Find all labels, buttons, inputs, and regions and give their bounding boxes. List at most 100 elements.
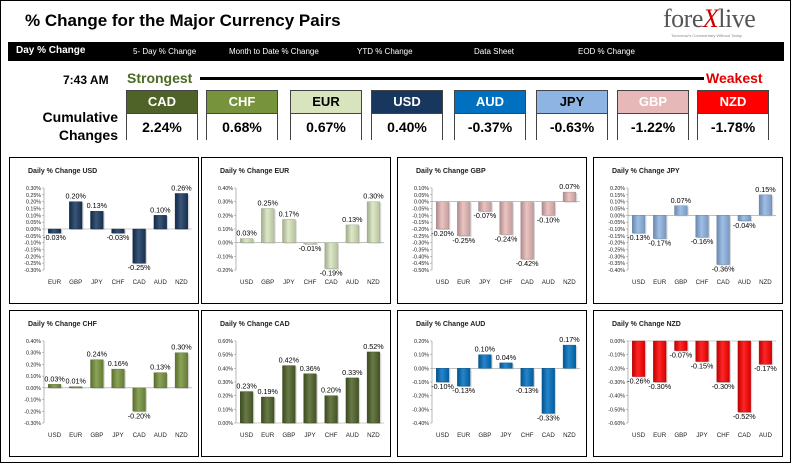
logo-word-a: fore (663, 4, 703, 33)
bar (282, 219, 296, 243)
data-label: 0.13% (87, 201, 108, 210)
bar-group (716, 215, 731, 266)
bar-group (174, 193, 190, 230)
cumulative-changes-label: Cumulative Changes (40, 108, 118, 144)
data-label: -0.16% (691, 237, 714, 246)
y-tick-label: 0.00% (610, 339, 625, 345)
nav-ytd-change[interactable]: YTD % Change (357, 47, 413, 56)
bar (499, 201, 513, 235)
bar (541, 201, 555, 216)
bar (324, 242, 338, 269)
x-tick-label: NZD (367, 279, 380, 286)
x-tick-label: CHF (304, 279, 317, 286)
data-label: 0.03% (44, 374, 65, 383)
data-label: 0.33% (342, 368, 363, 377)
y-tick-label: -0.20% (412, 227, 429, 233)
bar-group (737, 340, 753, 414)
data-label: -0.52% (733, 412, 756, 421)
y-tick-label: -0.10% (24, 398, 41, 404)
x-tick-label: GBP (69, 279, 82, 286)
y-tick-label: 0.30% (218, 380, 233, 386)
currency-tile-cad: CAD 2.24% (126, 90, 198, 140)
y-tick-label: -0.10% (608, 353, 625, 359)
bar-group (153, 372, 169, 389)
bar (174, 352, 188, 389)
nav-5day-change[interactable]: 5- Day % Change (133, 47, 197, 56)
x-tick-label: JPY (304, 432, 315, 439)
x-tick-label: CHF (112, 279, 125, 286)
x-tick-label: CAD (521, 279, 535, 286)
nav-month-to-date[interactable]: Month to Date % Change (229, 47, 319, 56)
strength-range-line (200, 77, 704, 80)
bar-group (282, 365, 297, 424)
y-tick-label: -0.25% (608, 248, 625, 254)
data-label: 0.17% (559, 335, 580, 344)
x-tick-label: AUD (154, 432, 168, 439)
currency-name: JPY (537, 91, 607, 113)
bar (520, 201, 534, 260)
y-tick-label: -0.20% (216, 268, 233, 274)
y-tick-label: 0.20% (218, 394, 233, 400)
x-tick-label: USD (436, 279, 450, 286)
data-label: 0.13% (150, 363, 171, 372)
bar (261, 396, 275, 424)
y-tick-label: -0.40% (412, 421, 429, 427)
y-tick-label: 0.50% (218, 353, 233, 359)
data-label: -0.03% (107, 233, 130, 242)
bar (562, 191, 576, 202)
data-label: -0.30% (712, 382, 735, 391)
bar-group (758, 340, 774, 366)
y-tick-label: 0.25% (26, 193, 41, 199)
data-label: -0.13% (452, 386, 475, 395)
x-tick-label: CAD (717, 279, 731, 286)
y-tick-label: 0.40% (26, 339, 41, 345)
bar (758, 194, 772, 216)
chart-title: Daily % Change AUD (416, 321, 485, 328)
data-label: 0.01% (66, 377, 87, 386)
bar-group (562, 344, 578, 370)
x-tick-label: CAD (133, 432, 147, 439)
y-tick-label: 0.20% (26, 362, 41, 368)
chart-gbp: Daily % Change GBP 0.10% 0.05% 0.00% -0.05% -… (397, 157, 587, 304)
cumulative-label-line2: Changes (58, 127, 118, 143)
x-tick-label: AUD (154, 279, 168, 286)
bar (240, 391, 254, 424)
y-tick-label: 0.20% (610, 186, 625, 192)
data-label: -0.10% (431, 382, 454, 391)
data-label: 0.10% (150, 205, 171, 214)
bar (153, 372, 167, 389)
nav-day-change[interactable]: Day % Change (16, 45, 86, 56)
bar-group (436, 368, 451, 383)
x-tick-label: CAD (542, 432, 556, 439)
data-label: -0.07% (669, 351, 692, 360)
chart-usd-svg: Daily % Change USD0.30%0.25%0.20%0.15%0.… (24, 168, 192, 286)
y-tick-label: 0.10% (218, 227, 233, 233)
currency-cumulative-value: -1.22% (618, 113, 688, 140)
currency-name: NZD (698, 91, 768, 113)
data-label: 0.52% (363, 342, 384, 351)
data-label: -0.25% (452, 236, 475, 245)
x-tick-label: NZD (563, 279, 576, 286)
nav-data-sheet[interactable]: Data Sheet (474, 47, 515, 56)
bar-group (541, 368, 557, 415)
y-tick-label: 0.05% (610, 207, 625, 213)
data-label: 0.17% (279, 209, 300, 218)
bar-group (716, 340, 731, 383)
y-tick-label: 0.10% (26, 213, 41, 219)
bar-group (69, 386, 84, 389)
nav-eod-change[interactable]: EOD % Change (578, 47, 635, 56)
bar-group (240, 391, 255, 424)
bar-group (132, 228, 147, 265)
weakest-label: Weakest (706, 70, 763, 86)
y-tick-label: 0.00% (218, 421, 233, 427)
chart-chf: Daily % Change CHF 0.40% 0.30% 0.20% 0.10% 0.… (9, 310, 199, 457)
bar (132, 228, 146, 264)
data-label: 0.20% (66, 192, 87, 201)
bar-group (457, 368, 472, 388)
x-tick-label: USD (632, 432, 646, 439)
y-tick-label: 0.20% (26, 200, 41, 206)
y-tick-label: -0.30% (608, 380, 625, 386)
chart-gbp-svg: Daily % Change GBP0.10%0.05%0.00%-0.05%-… (412, 168, 580, 286)
forexlive-logo: foreXlive Tomorrow's Commentary Without … (663, 6, 773, 40)
bar (324, 395, 338, 424)
